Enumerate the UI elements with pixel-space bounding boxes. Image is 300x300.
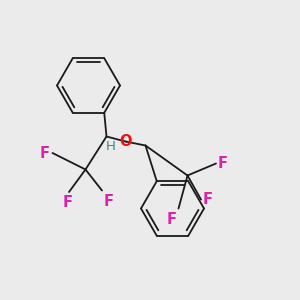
Text: F: F xyxy=(40,146,50,160)
Text: H: H xyxy=(106,140,115,153)
Text: F: F xyxy=(218,156,227,171)
Text: F: F xyxy=(103,194,113,208)
Text: F: F xyxy=(167,212,177,226)
Text: F: F xyxy=(202,192,212,207)
Text: F: F xyxy=(62,195,73,210)
Text: O: O xyxy=(120,134,132,149)
